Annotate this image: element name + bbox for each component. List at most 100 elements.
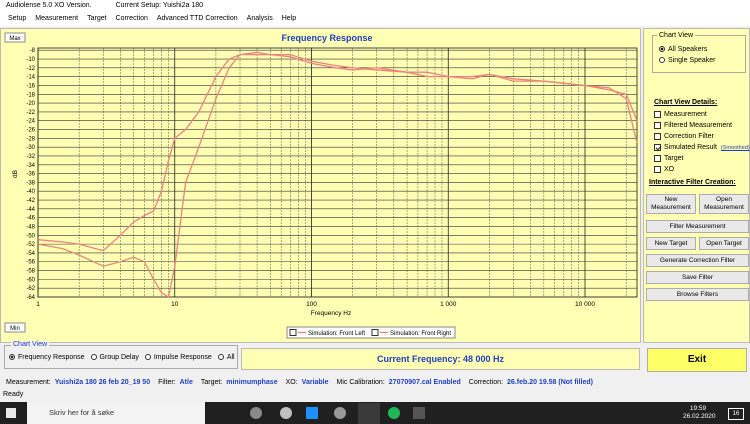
checkbox [654,165,661,173]
checkbox-label: XO [664,166,675,173]
exit-button[interactable]: Exit [647,348,747,372]
checkbox-option[interactable]: Simulated Result (Smoothed) [654,142,750,153]
time: 19:59 [689,405,707,412]
y-tick-label: -50 [26,233,35,239]
y-tick-label: -20 [26,101,35,107]
taskbar: Skriv her for å søke 19:59 26.02.2020 16 [0,402,750,424]
axis-button[interactable]: Min [4,322,26,333]
group-title: Chart View [657,32,696,39]
x-tick-label: 100 [306,301,317,308]
y-tick-label: -44 [26,207,35,213]
x-tick-label: 1 000 [440,301,457,308]
radio-option[interactable]: Frequency Response [9,354,85,361]
y-axis-label: dB [12,170,19,178]
radio-option[interactable]: All Speakers [659,44,707,55]
y-tick-label: -64 [26,295,35,301]
search-box[interactable]: Skriv her for å søke [27,402,205,424]
radio-option[interactable]: Impulse Response [144,354,212,361]
menu-item[interactable]: Setup [8,15,27,22]
radio-label: All [226,354,235,361]
y-tick-label: -28 [26,136,35,142]
button[interactable]: Open Measurement [699,194,749,214]
x-tick-label: 1 [36,301,40,308]
axis-button[interactable]: Max [4,32,26,43]
radio-option[interactable]: Group Delay [90,354,139,361]
checkbox [654,154,661,162]
button[interactable]: Generate Correction Filter [646,254,749,267]
y-tick-label: -22 [26,110,35,116]
legend-checkbox [289,329,297,336]
checkbox [654,132,661,140]
section-title: Interactive Filter Creation: [649,179,736,186]
checkbox-option[interactable]: Correction Filter [654,131,714,142]
y-tick-label: -18 [26,92,35,98]
button[interactable]: Browse Filters [646,288,749,301]
chart-panel: Frequency Response Frequency Hz dB 1 10 100 1 … [0,28,641,343]
radio-label: All Speakers [668,46,708,53]
clock[interactable]: 19:59 26.02.2020 [683,405,716,421]
start-button[interactable] [6,408,16,418]
checkbox-option[interactable]: Filtered Measurement [654,120,732,131]
menu-item[interactable]: Advanced TTD Correction [156,15,238,22]
status-label: XO: [285,379,298,386]
radio [217,354,224,361]
status-label: Mic Calibration: [336,379,385,386]
radio-option[interactable]: All [217,354,235,361]
status-value: Atle [179,379,193,386]
checkbox-label: Target [664,155,684,162]
app-icon[interactable] [388,407,400,419]
button[interactable]: Filter Measurement [646,220,749,233]
button-label: Max [9,36,20,42]
menu-item[interactable]: Analysis [246,15,273,22]
checkbox-label: Correction Filter [664,133,714,140]
status-value: 26.feb.20 19.58 (Not filled) [507,379,593,386]
side-panel: Chart View All Speakers Single Speaker Char… [643,28,750,343]
app-icon[interactable] [334,407,346,419]
y-tick-label: -26 [26,128,35,134]
radio-label: Impulse Response [153,354,212,361]
app-icon[interactable] [280,407,292,419]
button[interactable]: Open Target [699,237,749,250]
checkbox-label: Simulated Result [664,144,717,151]
radio [659,46,665,53]
menu-item[interactable]: Measurement [35,15,79,22]
checkbox-option[interactable]: Measurement [654,109,707,120]
radio-option[interactable]: Single Speaker [659,55,715,66]
y-tick-label: -54 [26,251,35,257]
y-tick-label: -24 [26,119,35,125]
y-tick-label: -10 [26,57,35,63]
menu-item[interactable]: Help [281,15,297,22]
button[interactable]: Save Filter [646,271,749,284]
chart-view-group: Chart View Frequency Response Group Delay… [4,341,238,369]
status-value: Yuishi2a 180 26 feb 20_19 50 [54,379,151,386]
y-tick-label: -52 [26,242,35,248]
checkbox-option[interactable]: Target [654,153,683,164]
checkbox-label: Measurement [664,111,707,118]
app-icon-active[interactable] [358,403,380,424]
y-tick-label: -60 [26,277,35,283]
smoothed-link[interactable]: (Smoothed) [720,145,750,151]
menu-item[interactable]: Target [87,15,107,22]
notifications[interactable]: 16 [728,408,744,420]
y-tick-label: -34 [26,163,35,169]
legend-box [286,326,456,339]
chart-title: Frequency Response [281,33,372,43]
legend-label: Simulation: Front Left [308,331,365,337]
status-label: Target: [200,379,223,386]
button[interactable]: New Target [646,237,696,250]
y-tick-label: -62 [26,286,35,292]
app-icon[interactable] [306,407,318,419]
status-label: Correction: [468,379,504,386]
button-frame [4,322,26,333]
menu-item[interactable]: Correction [115,15,148,22]
button[interactable]: New Measurement [646,194,696,214]
radio [659,57,665,64]
app-icon[interactable] [250,407,262,419]
chart-view-group: Chart View All Speakers Single Speaker [652,32,746,73]
window-title: Audiolense 5.0 XO Version. [6,2,92,9]
checkbox-option[interactable]: XO [654,164,674,175]
y-tick-label: -40 [26,189,35,195]
y-tick-label: -14 [26,75,35,81]
app-icon[interactable] [413,407,425,419]
